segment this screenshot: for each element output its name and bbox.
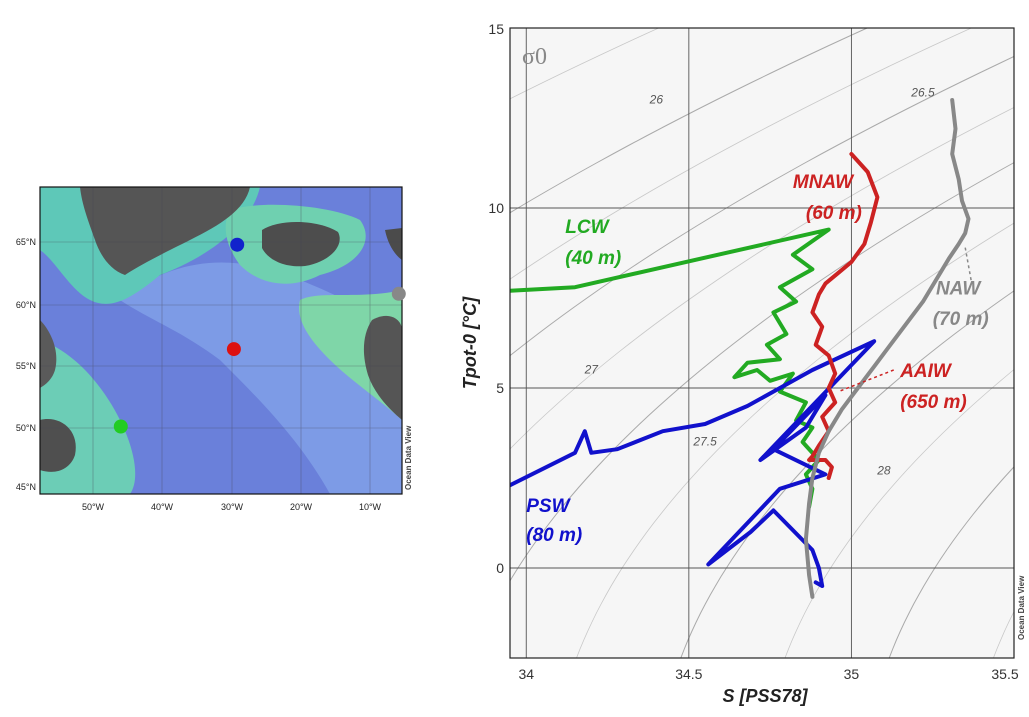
sigma-label: σ0 [522,44,547,70]
map-lon-labels: 50°W 40°W 30°W 20°W 10°W [82,502,382,512]
isopycnal-label-1: 26.5 [910,85,935,99]
station-marker-aaiw [226,342,241,357]
lon-label-40w: 40°W [151,502,174,512]
isopycnal-line-1 [510,55,1014,357]
y-tick-2: 10 [488,200,504,216]
series-lines [510,98,971,599]
plot-background [510,28,1014,658]
x-tick-0: 34 [518,666,534,682]
label-pointers [838,247,973,393]
isopycnal-label-3: 27.5 [692,435,717,449]
lat-label-65: 65°N [16,237,36,247]
y-tick-3: 15 [488,21,504,37]
station-marker-lcw [113,419,128,434]
isopycnal-line-3 [680,290,1014,658]
series-label-lcw: LCW [565,217,610,238]
isopycnal-label-4: 28 [876,463,891,477]
lat-label-60: 60°N [16,300,36,310]
x-tick-labels: 34 34.5 35 35.5 [518,666,1018,682]
land-labrador [40,320,57,388]
isopycnal-minor-4 [784,368,1014,658]
isopycnal-labels: 26 26.5 27 27.5 28 [584,85,935,477]
isopycnal-label-0: 26 [649,93,664,107]
y-tick-labels: 0 5 10 15 [488,21,504,576]
station-marker-naw [391,286,406,301]
x-axis-label: S [PSS78] [722,686,808,706]
lon-label-10w: 10°W [359,502,382,512]
land-newfoundland [40,419,76,472]
isopycnal-minor-3 [576,222,1014,658]
land-british-isles [363,315,402,420]
series-line-psw [510,339,877,588]
series-depth-aaiw: (650 m) [900,392,967,413]
series-line-naw [803,98,971,599]
series-labels: LCW (40 m) PSW (80 m) MNAW (60 m) AAIW (650 m) N… [526,172,988,546]
x-tick-2: 35 [844,666,860,682]
land-greenland [80,187,250,275]
map-frame [39,186,403,495]
y-axis-label: Tpot-0 [°C] [460,296,480,389]
x-tick-3: 35.5 [991,666,1018,682]
lon-label-50w: 50°W [82,502,105,512]
station-map: 65°N 60°N 55°N 50°N 45°N 50°W 40°W 30°W … [16,186,413,512]
isopycnal-line-2 [510,162,1014,582]
plot-frame [509,27,1015,659]
series-label-naw: NAW [936,278,982,299]
station-markers [113,237,406,434]
pointer-aaiw [838,369,894,393]
isopycnal-line-4 [888,466,1014,658]
isopycnal-line-0 [510,28,869,214]
land-scotland-tip [385,228,402,260]
series-line-lcw [510,227,831,509]
series-depth-psw: (80 m) [526,525,582,546]
lat-label-55: 55°N [16,361,36,371]
lon-label-20w: 20°W [290,502,313,512]
lat-label-50: 50°N [16,423,36,433]
pointer-naw [964,247,973,284]
series-line-mnaw [807,152,880,480]
series-label-mnaw: MNAW [793,172,855,193]
series-label-psw: PSW [526,496,571,517]
y-tick-1: 5 [496,380,504,396]
lon-label-30w: 30°W [221,502,244,512]
map-watermark: Ocean Data View [404,425,413,490]
x-tick-1: 34.5 [675,666,702,682]
series-label-aaiw: AAIW [899,361,953,382]
isopycnal-minor-1 [510,28,973,280]
station-marker-psw [230,237,245,252]
series-depth-lcw: (40 m) [565,248,621,269]
lat-label-45: 45°N [16,482,36,492]
y-tick-0: 0 [496,560,504,576]
series-depth-mnaw: (60 m) [806,203,862,224]
isopycnal-minor-2 [510,107,1014,450]
plot-watermark: Ocean Data View [1017,575,1026,640]
map-lat-labels: 65°N 60°N 55°N 50°N 45°N [16,237,36,492]
isopycnal-lines [510,28,1014,658]
map-grid [40,187,402,494]
isopycnal-label-2: 27 [584,363,600,377]
series-depth-naw: (70 m) [933,309,989,330]
